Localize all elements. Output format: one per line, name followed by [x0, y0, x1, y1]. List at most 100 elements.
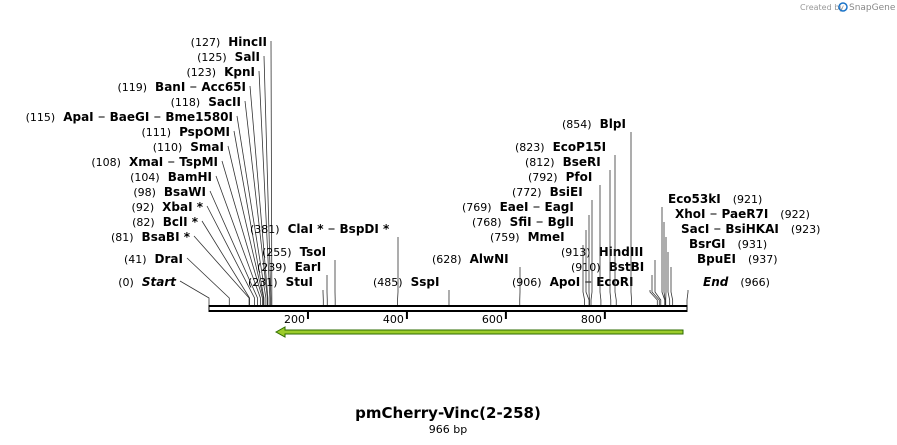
enzyme-name: XhoI	[675, 207, 706, 221]
enzyme-name: ApaI	[63, 110, 93, 124]
site-position: (854)	[562, 118, 592, 131]
enzyme-name: Eco53kI	[668, 192, 721, 206]
site-line	[193, 235, 250, 305]
site-label: (231) StuI	[248, 275, 313, 289]
site-position: (823)	[515, 141, 545, 154]
enzyme-name: BseRI	[563, 155, 601, 169]
enzyme-name: Acc65I	[201, 80, 246, 94]
enzyme-name: SmaI	[190, 140, 224, 154]
site-line	[221, 160, 263, 305]
enzyme-name: PaeR7I	[722, 207, 769, 221]
enzyme-name: SalI	[235, 50, 260, 64]
site-label: (111) PspOMI	[141, 125, 230, 139]
site-label: (792) PfoI	[528, 170, 592, 184]
enzyme-name: BsiEI	[550, 185, 583, 199]
enzyme-name: HincII	[228, 35, 267, 49]
site-line	[661, 207, 666, 305]
site-label: (381) ClaI * BspDI *	[250, 222, 390, 236]
enzyme-name: BsrGI	[689, 237, 726, 251]
site-label: (119) BanI Acc65I	[117, 80, 246, 94]
site-line	[201, 220, 250, 305]
site-label: (628) AlwNI	[432, 252, 509, 266]
site-label: (108) XmaI TspMI	[91, 155, 218, 169]
site-label: (759) MmeI	[490, 230, 565, 244]
enzyme-name: TspMI	[179, 155, 218, 169]
enzyme-name: BspDI *	[340, 222, 390, 236]
enzyme-name: BglI	[548, 215, 574, 229]
enzyme-name: PspOMI	[179, 125, 230, 139]
site-label: (910) BstBI	[571, 260, 644, 274]
site-line	[258, 70, 271, 305]
site-position: (772)	[512, 186, 542, 199]
site-label: (115) ApaI BaeGI Bme1580I	[26, 110, 233, 124]
site-label: BpuEI (937)	[697, 252, 778, 266]
enzyme-name: EcoP15I	[553, 140, 607, 154]
site-line	[667, 252, 671, 305]
site-line	[263, 55, 272, 305]
enzyme-name: SacII	[208, 95, 241, 109]
site-label: Eco53kI (921)	[668, 192, 762, 206]
site-position: (111)	[141, 126, 171, 139]
enzyme-name: BamHI	[168, 170, 212, 184]
site-position: (937)	[748, 253, 778, 266]
site-line	[686, 290, 689, 305]
site-position: (92)	[132, 201, 155, 214]
feature-arrow	[274, 326, 684, 338]
site-position: (966)	[740, 276, 770, 289]
tick-label: 600	[482, 313, 503, 326]
site-line	[630, 132, 632, 305]
site-label: (255) TsoI	[262, 245, 326, 259]
enzyme-name: Bme1580I	[165, 110, 233, 124]
tick-label: 200	[284, 313, 305, 326]
enzyme-name: BlpI	[600, 117, 626, 131]
branding-name: SnapGene	[849, 3, 896, 13]
map-title: pmCherry-Vinc(2-258)	[355, 404, 541, 422]
site-label: (125) SalI	[197, 50, 260, 64]
site-position: (119)	[117, 81, 147, 94]
site-line	[179, 280, 210, 305]
enzyme-name: ApoI	[550, 275, 581, 289]
site-line	[614, 155, 617, 305]
enzyme-name: HindIII	[599, 245, 644, 259]
site-position: (769)	[462, 201, 492, 214]
enzyme-name: EagI	[545, 200, 574, 214]
enzyme-name: Start	[142, 275, 177, 289]
site-position: (931)	[738, 238, 768, 251]
site-position: (381)	[250, 223, 280, 236]
site-line	[651, 275, 660, 305]
site-position: (759)	[490, 231, 520, 244]
enzyme-name: BaeGI	[110, 110, 150, 124]
enzyme-name: AlwNI	[470, 252, 509, 266]
site-label: (772) BsiEI	[512, 185, 583, 199]
site-position: (110)	[153, 141, 183, 154]
site-position: (104)	[130, 171, 160, 184]
site-line	[215, 175, 261, 305]
site-label: (123) KpnI	[187, 65, 256, 79]
site-label: (127) HincII	[191, 35, 267, 49]
site-label: (0) Start	[118, 275, 177, 289]
site-line	[599, 185, 602, 305]
site-line	[249, 85, 269, 305]
site-line	[233, 130, 265, 305]
enzyme-name: BsaBI *	[142, 230, 191, 244]
site-position: (127)	[191, 36, 221, 49]
enzyme-name: SspI	[411, 275, 440, 289]
enzyme-name: PfoI	[566, 170, 593, 184]
site-label: (485) SspI	[373, 275, 439, 289]
enzyme-name: BsiHKAI	[725, 222, 779, 236]
site-label: (239) EarI	[257, 260, 321, 274]
enzyme-name: End	[703, 275, 729, 289]
tick-label: 400	[383, 313, 404, 326]
site-position: (792)	[528, 171, 558, 184]
site-label: (92) XbaI *	[132, 200, 204, 214]
site-position: (118)	[171, 96, 201, 109]
site-position: (81)	[111, 231, 134, 244]
site-position: (123)	[187, 66, 217, 79]
site-position: (922)	[780, 208, 810, 221]
site-line	[649, 290, 658, 305]
site-label: (81) BsaBI *	[111, 230, 191, 244]
site-position: (108)	[91, 156, 121, 169]
site-label: (812) BseRI	[525, 155, 601, 169]
site-label: XhoI PaeR7I (922)	[675, 207, 810, 221]
